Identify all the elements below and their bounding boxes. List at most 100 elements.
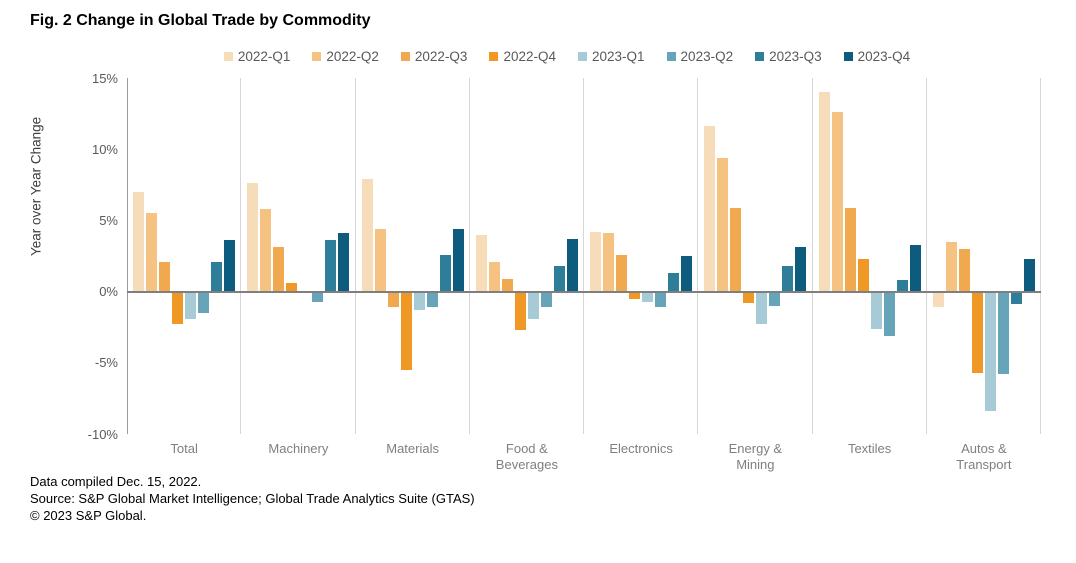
bar-2022-Q2-energy---mining [717, 157, 729, 292]
y-tick-label: -5% [94, 355, 118, 371]
bar-2022-Q3-total [159, 261, 171, 292]
legend-swatch-icon [666, 52, 676, 61]
bar-2023-Q2-food---beverages [540, 291, 552, 308]
bar-2023-Q1-materials [413, 291, 425, 311]
legend-swatch-icon [489, 52, 499, 61]
category-label: Autos & Transport [956, 441, 1012, 472]
legend-item-2022-Q4: 2022-Q4 [489, 49, 556, 64]
bar-2023-Q3-autos---transport [1010, 291, 1022, 305]
category-separator-gridline [583, 78, 584, 434]
footer-copyright: © 2023 S&P Global. [30, 508, 147, 523]
y-tick-label: -10% [87, 426, 118, 442]
category-label: Materials [386, 441, 439, 456]
bar-2022-Q2-electronics [603, 233, 615, 292]
plot-area [127, 78, 1041, 434]
legend-swatch-icon [843, 52, 853, 61]
legend-item-2022-Q1: 2022-Q1 [223, 49, 291, 64]
bar-2023-Q4-materials [452, 228, 464, 292]
legend-label: 2022-Q4 [503, 49, 556, 64]
bar-2022-Q2-materials [374, 228, 386, 292]
bar-2022-Q3-electronics [616, 254, 628, 292]
bar-2022-Q4-energy---mining [743, 291, 755, 303]
y-tick-label: 15% [91, 70, 118, 86]
footer-source: Source: S&P Global Market Intelligence; … [30, 491, 475, 506]
bar-2023-Q2-electronics [655, 291, 667, 308]
category-label: Electronics [609, 441, 673, 456]
bar-2023-Q2-energy---mining [769, 291, 781, 306]
bar-2023-Q4-total [224, 240, 236, 292]
category-label: Machinery [268, 441, 329, 456]
bar-2022-Q4-autos---transport [971, 291, 983, 373]
footer: Data compiled Dec. 15, 2022. Source: S&P… [30, 473, 475, 524]
bar-2023-Q1-total [185, 291, 197, 319]
bar-2022-Q3-textiles [844, 207, 856, 292]
bar-2022-Q3-materials [387, 291, 399, 308]
legend-label: 2023-Q2 [680, 49, 734, 64]
bar-2022-Q3-machinery [273, 247, 285, 292]
legend-swatch-icon [312, 52, 322, 61]
legend-swatch-icon [578, 52, 587, 61]
bar-2022-Q4-textiles [857, 258, 869, 292]
category-label: Energy & Mining [728, 441, 783, 472]
bar-2023-Q3-materials [439, 254, 451, 292]
category-separator-gridline [1040, 78, 1041, 434]
y-tick-label: 10% [91, 141, 118, 157]
bar-2022-Q2-food---beverages [488, 261, 500, 292]
legend-label: 2022-Q1 [237, 49, 291, 64]
bar-2022-Q2-autos---transport [945, 241, 957, 292]
bar-2022-Q1-machinery [247, 183, 259, 292]
bar-2022-Q1-electronics [590, 231, 602, 292]
y-tick-label: 5% [99, 212, 118, 228]
bar-2022-Q1-food---beverages [475, 234, 487, 292]
bar-2023-Q1-food---beverages [527, 291, 539, 319]
bar-2023-Q3-machinery [325, 240, 337, 292]
bar-2022-Q3-food---beverages [501, 278, 513, 292]
legend-item-2022-Q2: 2022-Q2 [312, 49, 379, 64]
legend-swatch-icon [223, 52, 233, 61]
bar-2023-Q4-food---beverages [566, 238, 578, 292]
category-separator-gridline [811, 78, 813, 434]
bar-2022-Q4-machinery [286, 283, 298, 292]
bar-2023-Q1-electronics [642, 291, 654, 302]
bar-2022-Q4-electronics [629, 291, 641, 299]
zero-axis-line [127, 290, 1041, 293]
category-separator-gridline [925, 78, 927, 434]
legend-label: 2023-Q3 [769, 49, 822, 64]
bar-2022-Q1-energy---mining [704, 126, 716, 292]
bar-2022-Q4-materials [400, 291, 412, 370]
bar-2023-Q1-autos---transport [984, 291, 996, 412]
category-separator-gridline [240, 78, 242, 434]
bar-2023-Q4-autos---transport [1023, 258, 1035, 292]
legend-label: 2023-Q4 [857, 49, 911, 64]
bar-2023-Q4-machinery [338, 233, 350, 292]
category-separator-gridline [354, 78, 356, 434]
legend-item-2023-Q3: 2023-Q3 [755, 49, 822, 64]
bar-2023-Q4-textiles [909, 244, 921, 292]
y-axis-title: Year over Year Change [28, 116, 44, 256]
bar-2022-Q1-materials [361, 179, 373, 292]
bar-2022-Q2-machinery [260, 209, 272, 292]
category-separator-gridline [468, 78, 470, 434]
bar-2023-Q4-energy---mining [795, 247, 807, 292]
bar-2023-Q1-textiles [870, 291, 882, 329]
bar-2022-Q1-autos---transport [932, 291, 944, 308]
bar-2023-Q3-total [211, 261, 223, 292]
bar-2023-Q3-energy---mining [782, 265, 794, 292]
bar-2022-Q3-autos---transport [958, 248, 970, 292]
legend-item-2023-Q4: 2023-Q4 [843, 49, 911, 64]
legend: 2022-Q1 2022-Q2 2022-Q3 2022-Q4 2023-Q1 2023-… [110, 49, 1024, 64]
bar-2023-Q2-total [198, 291, 210, 313]
bar-2023-Q2-textiles [883, 291, 895, 336]
legend-item-2023-Q2: 2023-Q2 [666, 49, 734, 64]
bar-2022-Q4-food---beverages [514, 291, 526, 331]
legend-label: 2022-Q2 [326, 49, 379, 64]
bar-2023-Q4-electronics [681, 256, 693, 292]
category-separator-gridline [697, 78, 699, 434]
category-label: Total [170, 441, 198, 456]
bar-2023-Q1-energy---mining [756, 291, 768, 325]
chart-title: Fig. 2 Change in Global Trade by Commodi… [30, 12, 371, 29]
y-axis-line [127, 78, 128, 434]
bar-2022-Q2-total [146, 213, 158, 292]
bar-2023-Q2-autos---transport [997, 291, 1009, 375]
